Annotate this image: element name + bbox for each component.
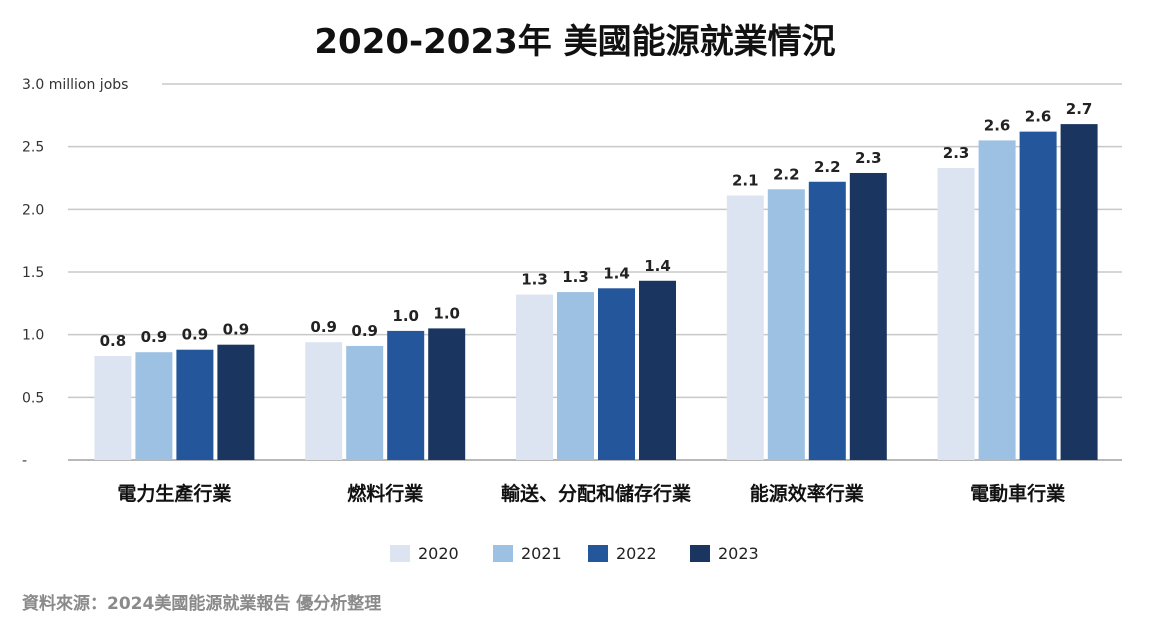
legend-label: 2023 [718,544,759,563]
x-category-label: 燃料行業 [347,482,424,505]
bars [94,124,1098,461]
y-tick-label: 1.5 [22,265,44,281]
bar [94,355,132,460]
y-tick-label: 1.0 [22,328,44,344]
bar-value-label: 1.3 [562,268,589,286]
legend: 2020 2021 2022 2023 [390,544,759,563]
legend-label: 2021 [521,544,562,563]
bar-value-label: 0.8 [100,332,127,350]
legend-swatch [588,545,608,562]
bar-value-label: 0.9 [351,322,378,340]
y-tick-label: 3.0 million jobs [22,77,128,93]
bar-value-label: 0.9 [141,328,168,346]
y-tick-label: 2.5 [22,140,44,156]
bar [1060,124,1098,461]
bar [217,344,255,460]
bar [767,189,805,460]
x-category-label: 電力生產行業 [117,482,232,505]
x-category-label: 輸送、分配和儲存行業 [501,482,692,505]
bar [808,181,846,460]
bar-value-label: 2.3 [943,144,970,162]
bar [557,292,594,460]
bar [305,342,343,460]
bar [176,349,214,460]
bar [937,167,975,460]
bar-value-label: 2.6 [984,116,1011,134]
bar [726,195,764,460]
y-tick-label: 0.5 [22,390,44,406]
bar-value-label: 1.4 [644,257,671,275]
bar-value-label: 1.3 [521,271,548,289]
bar [346,345,384,460]
bar-value-label: 1.0 [392,307,419,325]
x-category-label: 電動車行業 [970,482,1066,505]
bar [516,294,553,460]
bar [978,140,1016,460]
bar [387,330,425,460]
bar-value-label: 1.0 [433,304,460,322]
bar-value-label: 2.2 [814,158,841,176]
x-axis-categories: 電力生產行業 燃料行業 輸送、分配和儲存行業 能源效率行業 電動車行業 [117,482,1066,505]
bar [428,328,466,460]
bar-value-label: 1.4 [603,264,630,282]
legend-label: 2022 [616,544,657,563]
data-labels: 0.8 0.9 0.9 0.9 0.9 0.9 1.0 1.0 1.3 1.3 1.4 1.4 2.1 2… [100,100,1093,350]
x-category-label: 能源效率行業 [750,482,865,505]
source-note: 資料來源：2024美國能源就業報告 優分析整理 [22,594,382,614]
bar-value-label: 0.9 [223,321,250,339]
bar-value-label: 2.2 [773,165,800,183]
chart-title: 2020-2023年 美國能源就業情況 [314,22,836,62]
y-tick-label: - [22,453,27,469]
legend-swatch [690,545,710,562]
bar [598,288,635,460]
bar-value-label: 2.6 [1025,108,1052,126]
legend-swatch [493,545,513,562]
bar-value-label: 0.9 [182,326,209,344]
bar [639,280,676,460]
bar [849,172,887,460]
legend-swatch [390,545,410,562]
bar-chart: -0.51.01.52.02.53.0 million jobs 0.8 0.9 0… [22,77,1122,563]
bar-value-label: 0.9 [310,318,337,336]
y-axis-ticks: - 0.5 1.0 1.5 2.0 2.5 3.0 million jobs [22,77,128,469]
bar [135,352,173,460]
bar [1019,131,1057,461]
bar-value-label: 2.3 [855,149,882,167]
y-tick-label: 2.0 [22,202,44,218]
bar-value-label: 2.7 [1066,100,1093,118]
bar-value-label: 2.1 [732,172,759,190]
legend-label: 2020 [418,544,459,563]
